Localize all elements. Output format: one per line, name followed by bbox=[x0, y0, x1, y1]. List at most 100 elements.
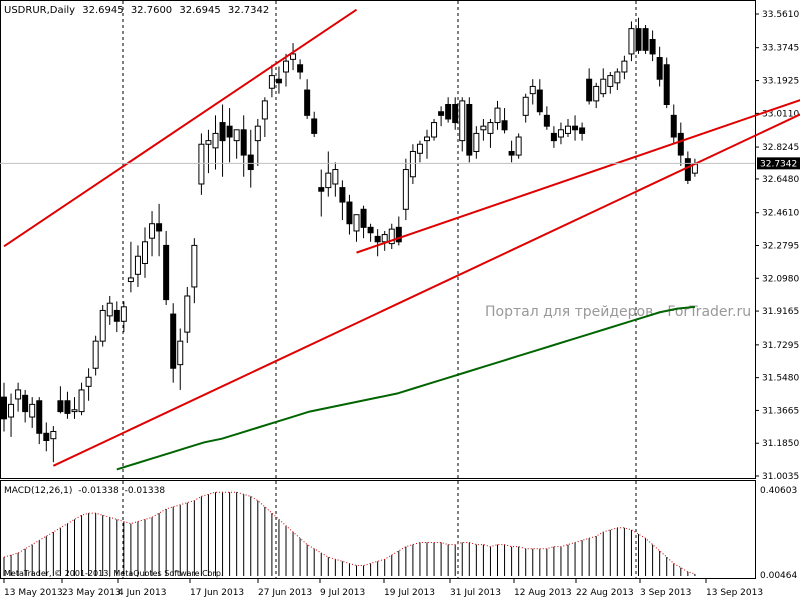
candle-bull bbox=[381, 234, 388, 243]
ohlc-close: 32.7342 bbox=[228, 5, 269, 16]
candle-bull bbox=[593, 85, 600, 102]
candle-bear bbox=[163, 244, 170, 301]
candle-bear bbox=[64, 400, 71, 414]
price-tick-label: 31.1850 bbox=[762, 439, 799, 449]
price-tick-label: 32.0980 bbox=[762, 274, 799, 284]
chart-symbol-label: USDRUR,Daily bbox=[4, 5, 75, 16]
macd-value-1: -0.01338 bbox=[78, 486, 119, 496]
candle-bear bbox=[346, 201, 353, 225]
candle-bear bbox=[508, 150, 515, 156]
time-tick-label: 13 Sep 2013 bbox=[706, 588, 763, 598]
candle-bear bbox=[275, 78, 282, 84]
candle-bear bbox=[318, 187, 325, 192]
candle-bull bbox=[557, 129, 564, 138]
candle-bear bbox=[649, 38, 656, 55]
candle-bull bbox=[431, 122, 438, 138]
price-tick-label: 31.5480 bbox=[762, 374, 799, 384]
current-price-tag bbox=[757, 157, 800, 170]
ohlc-open: 32.6945 bbox=[82, 5, 123, 16]
macd-histogram bbox=[3, 492, 696, 576]
candle-bull bbox=[198, 143, 205, 185]
candle-bull bbox=[134, 255, 141, 275]
candle-bull bbox=[127, 277, 134, 283]
candle-bull bbox=[529, 85, 536, 95]
time-tick-label: 17 Jun 2013 bbox=[190, 588, 244, 598]
candle-bull bbox=[628, 28, 635, 55]
candle-bear bbox=[113, 309, 120, 322]
candle-bear bbox=[57, 400, 64, 413]
candle-bear bbox=[1, 396, 7, 420]
candle-bull bbox=[388, 228, 395, 245]
price-tick-label: 31.9165 bbox=[762, 307, 799, 317]
candle-bear bbox=[43, 432, 50, 442]
price-tick-label: 33.5610 bbox=[762, 10, 799, 20]
trend-line bbox=[52, 113, 800, 467]
candle-bull bbox=[480, 125, 487, 131]
price-tick-label: 32.6480 bbox=[762, 175, 799, 185]
candle-bull bbox=[233, 129, 240, 142]
time-tick-label: 9 Jul 2013 bbox=[320, 588, 365, 598]
svg-text:USDRUR,Daily 32.6945 3: USDRUR,Daily 32.6945 32.7600 32.6945 32.… bbox=[4, 5, 269, 16]
candle-bear bbox=[156, 223, 163, 232]
time-tick-label: 3 Sep 2013 bbox=[640, 588, 691, 598]
candle-bear bbox=[339, 187, 346, 203]
time-tick-label: 4 Jun 2013 bbox=[118, 588, 166, 598]
macd-tick-top: 0.40603 bbox=[760, 486, 797, 496]
current-price-label: 32.7342 bbox=[760, 159, 797, 169]
price-tick-label: 33.1925 bbox=[762, 77, 799, 87]
candle-bull bbox=[29, 403, 36, 418]
candlestick-series bbox=[1, 17, 698, 463]
candle-bull bbox=[600, 78, 607, 95]
candle-bear bbox=[466, 104, 473, 156]
candle-bull bbox=[149, 223, 156, 239]
candle-bear bbox=[445, 104, 452, 120]
price-axis: 33.5610 33.3745 33.1925 33.0110 32.8245 32.64… bbox=[755, 10, 799, 482]
trend-line bbox=[356, 99, 800, 254]
candle-bear bbox=[247, 154, 254, 171]
macd-indicator-label: MACD(12,26,1) bbox=[4, 486, 72, 496]
candle-bear bbox=[226, 125, 233, 138]
candle-bull bbox=[353, 214, 360, 232]
candle-bull bbox=[106, 302, 113, 317]
candle-bull bbox=[332, 169, 339, 185]
candle-bull bbox=[177, 340, 184, 366]
candle-bull bbox=[184, 295, 191, 333]
price-tick-label: 31.7295 bbox=[762, 341, 799, 351]
candle-bear bbox=[395, 226, 402, 243]
price-tick-label: 32.2795 bbox=[762, 241, 799, 251]
candle-bull bbox=[283, 60, 289, 73]
candle-bull bbox=[205, 140, 212, 145]
candle-bull bbox=[268, 75, 275, 89]
candle-bull bbox=[409, 150, 416, 178]
candle-bear bbox=[579, 127, 586, 134]
candle-bear bbox=[304, 89, 311, 116]
candle-bull bbox=[522, 96, 529, 116]
svg-text:MACD(12,26,1) -0.01338: MACD(12,26,1) -0.01338 -0.01338 bbox=[4, 486, 165, 496]
trend-channel[interactable] bbox=[3, 8, 800, 467]
candle-bull bbox=[85, 376, 92, 387]
trend-line bbox=[3, 8, 358, 248]
candle-bear bbox=[684, 158, 691, 181]
price-tick-label: 32.8245 bbox=[762, 143, 799, 153]
moving-average-line bbox=[116, 305, 696, 471]
candle-bear bbox=[438, 111, 445, 116]
time-tick-label: 12 Aug 2013 bbox=[514, 588, 572, 598]
candle-bull bbox=[459, 100, 466, 142]
candle-bear bbox=[219, 122, 226, 142]
candle-bear bbox=[501, 120, 508, 131]
candle-bull bbox=[78, 389, 85, 413]
candle-bear bbox=[374, 235, 381, 243]
candle-bull bbox=[71, 409, 78, 413]
candle-bull bbox=[290, 53, 297, 60]
candle-bear bbox=[642, 28, 649, 51]
candle-bear bbox=[170, 313, 177, 369]
candle-bull bbox=[120, 306, 127, 322]
copyright-text: MetaTrader, © 2001-2013, MetaQuotes Soft… bbox=[4, 569, 223, 578]
candle-bull bbox=[15, 389, 22, 400]
price-tick-label: 31.3665 bbox=[762, 406, 799, 416]
candle-bear bbox=[297, 64, 304, 73]
candle-bear bbox=[360, 208, 367, 228]
price-tick-label: 32.4610 bbox=[762, 209, 799, 219]
candle-bull bbox=[494, 107, 501, 124]
